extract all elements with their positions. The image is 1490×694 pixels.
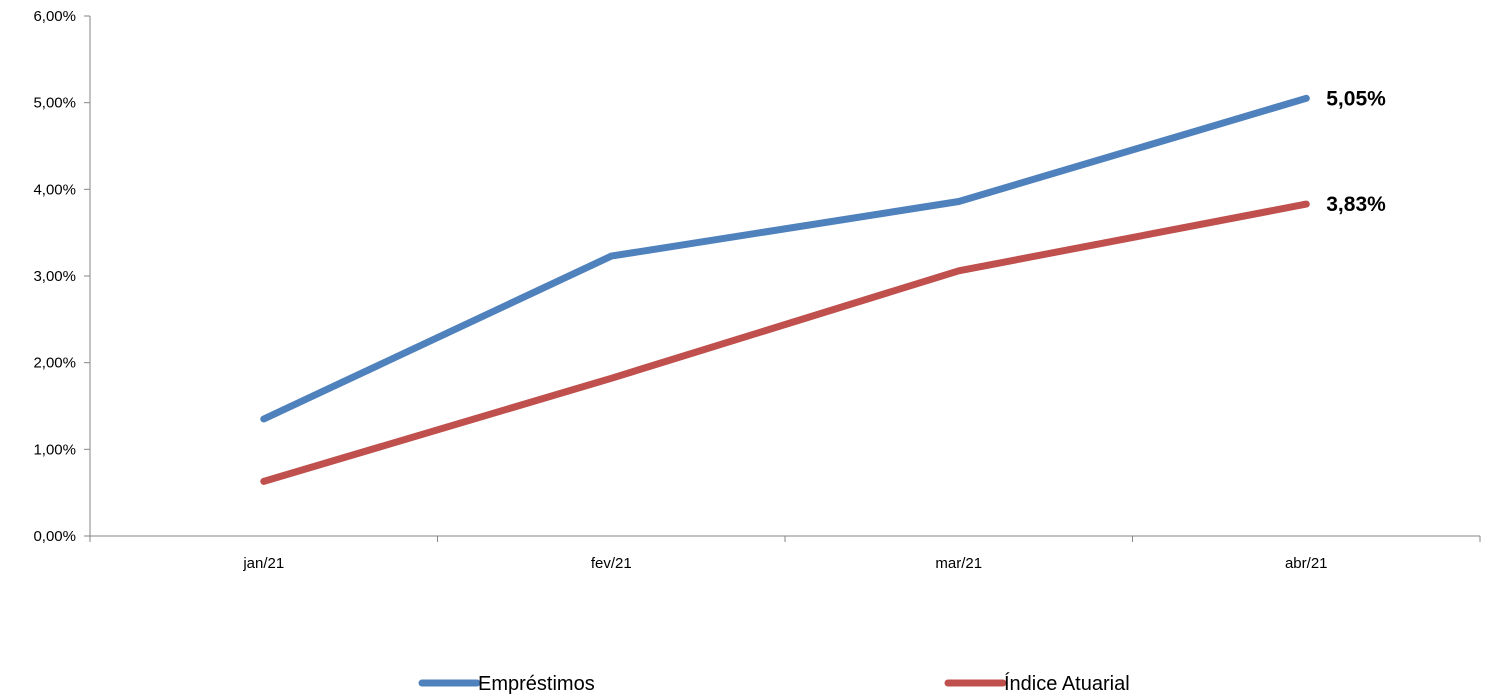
- x-tick-label: abr/21: [1285, 555, 1328, 572]
- y-tick-label: 3,00%: [33, 268, 76, 285]
- series-line-0: [260, 94, 1310, 423]
- legend-label: Empréstimos: [478, 673, 595, 694]
- y-axis-ticks: 0,00% 1,00% 2,00% 3,00% 4,00% 5,00% 6,00%: [33, 8, 90, 545]
- x-tick-label: jan/21: [242, 555, 284, 572]
- data-labels: 5,05% 3,83%: [1326, 87, 1386, 216]
- series-line-1: [260, 200, 1310, 485]
- y-tick-label: 2,00%: [33, 355, 76, 372]
- x-tick-label: fev/21: [591, 555, 632, 572]
- series-lines: [260, 94, 1310, 485]
- y-tick-label: 5,00%: [33, 95, 76, 112]
- x-tick-label: mar/21: [935, 555, 982, 572]
- data-label: 3,83%: [1326, 193, 1386, 216]
- axes: [89, 16, 1480, 537]
- y-tick-label: 0,00%: [33, 528, 76, 545]
- y-tick-label: 6,00%: [33, 8, 76, 25]
- data-label: 5,05%: [1326, 87, 1386, 110]
- y-tick-label: 1,00%: [33, 441, 76, 458]
- y-tick-label: 4,00%: [33, 181, 76, 198]
- legend-label: Índice Atuarial: [1004, 672, 1130, 694]
- x-axis-ticks: jan/21 fev/21 mar/21 abr/21: [89, 536, 1481, 572]
- legend: Empréstimos Índice Atuarial: [418, 672, 1130, 694]
